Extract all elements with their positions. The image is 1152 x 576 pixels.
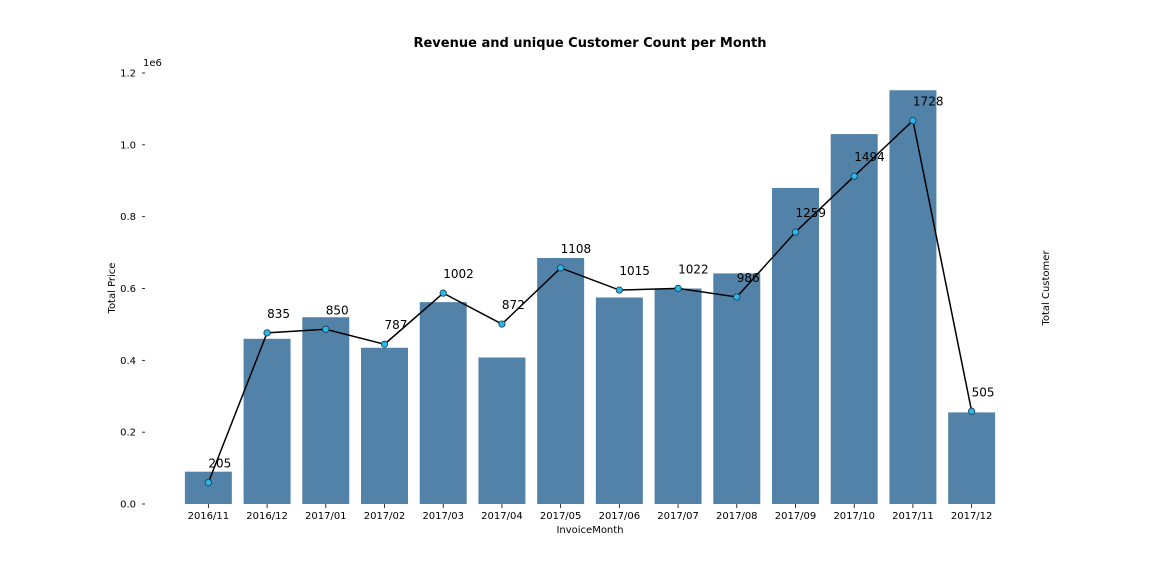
x-tick-label: 2016/12: [246, 511, 288, 522]
x-tick-label: 2016/11: [188, 511, 230, 522]
bar: [361, 347, 408, 504]
line-point: [968, 407, 976, 415]
line-point: [909, 116, 917, 125]
y2-axis-label: Total Customer: [1041, 250, 1052, 327]
x-tick-label: 2017/01: [305, 511, 347, 522]
bar: [478, 357, 526, 504]
line-point: [791, 228, 800, 236]
line-point: [733, 293, 741, 301]
data-label: 205: [208, 457, 231, 471]
line-point: [322, 325, 330, 333]
x-tick-label: 2017/09: [775, 511, 817, 522]
y-tick-label: 0.2: [120, 428, 136, 439]
data-label: 1108: [561, 242, 592, 256]
bar: [772, 187, 819, 504]
y-axis-label: Total Price: [107, 263, 118, 315]
data-label: 1728: [913, 95, 944, 109]
bar: [419, 302, 467, 504]
y-tick-label: 0.8: [120, 212, 136, 223]
bar: [830, 134, 878, 504]
line-point: [498, 320, 506, 328]
x-tick-label: 2017/11: [892, 511, 934, 522]
y-tick-label: 0.6: [120, 284, 136, 295]
line-point: [380, 340, 389, 348]
x-tick-label: 2017/05: [540, 511, 582, 522]
bar: [537, 257, 585, 504]
line-point: [850, 172, 858, 180]
data-label: 1015: [619, 264, 650, 278]
x-tick-label: 2017/08: [716, 511, 758, 522]
data-label: 1259: [796, 206, 827, 220]
data-label: 872: [502, 298, 525, 312]
bar: [654, 288, 702, 504]
y-tick-label: 0.0: [120, 500, 136, 511]
x-tick-label: 2017/12: [951, 511, 993, 522]
y-offset-label: 1e6: [143, 58, 162, 69]
data-label: 850: [326, 303, 349, 317]
bar: [184, 471, 232, 504]
x-tick-label: 2017/10: [833, 511, 875, 522]
data-label: 787: [385, 318, 408, 332]
data-label: 1022: [678, 262, 709, 276]
data-label: 1494: [854, 150, 885, 164]
bar: [713, 273, 761, 504]
bar: [302, 317, 350, 504]
y-tick-label: 1.0: [120, 140, 136, 151]
data-label: 1002: [443, 267, 474, 281]
x-axis-label: InvoiceMonth: [556, 525, 623, 536]
bar: [595, 297, 643, 504]
y-tick-label: 0.4: [120, 356, 136, 367]
x-axis: 2016/11 2016/12 2017/01 2017/02 2017/03 2017/…: [188, 504, 993, 522]
x-tick-label: 2017/03: [422, 511, 464, 522]
chart-title: Revenue and unique Customer Count per Mo…: [413, 36, 766, 51]
bar: [948, 412, 996, 504]
x-tick-label: 2017/06: [599, 511, 641, 522]
x-tick-label: 2017/04: [481, 511, 523, 522]
bar-series: [184, 90, 996, 505]
customer-line: [207, 119, 973, 483]
line-series: 205 835 850 787 1002 872 1108 1015 1022 986 1259 14…: [204, 95, 995, 487]
line-point: [263, 329, 271, 337]
x-tick-label: 2017/07: [657, 511, 699, 522]
line-point: [204, 479, 212, 487]
line-point: [615, 286, 623, 294]
line-point: [674, 284, 682, 292]
x-tick-label: 2017/02: [364, 511, 406, 522]
data-label: 835: [267, 307, 290, 321]
data-label: 505: [972, 385, 995, 399]
bar: [243, 338, 291, 504]
data-label: 986: [737, 271, 760, 285]
line-point: [439, 289, 447, 297]
line-point: [557, 264, 565, 272]
bar: [889, 90, 937, 505]
y-tick-label: 1.2: [120, 69, 136, 80]
y-axis: 0.0 0.2 0.4 0.6 0.8 1.0 1.2: [120, 69, 145, 511]
